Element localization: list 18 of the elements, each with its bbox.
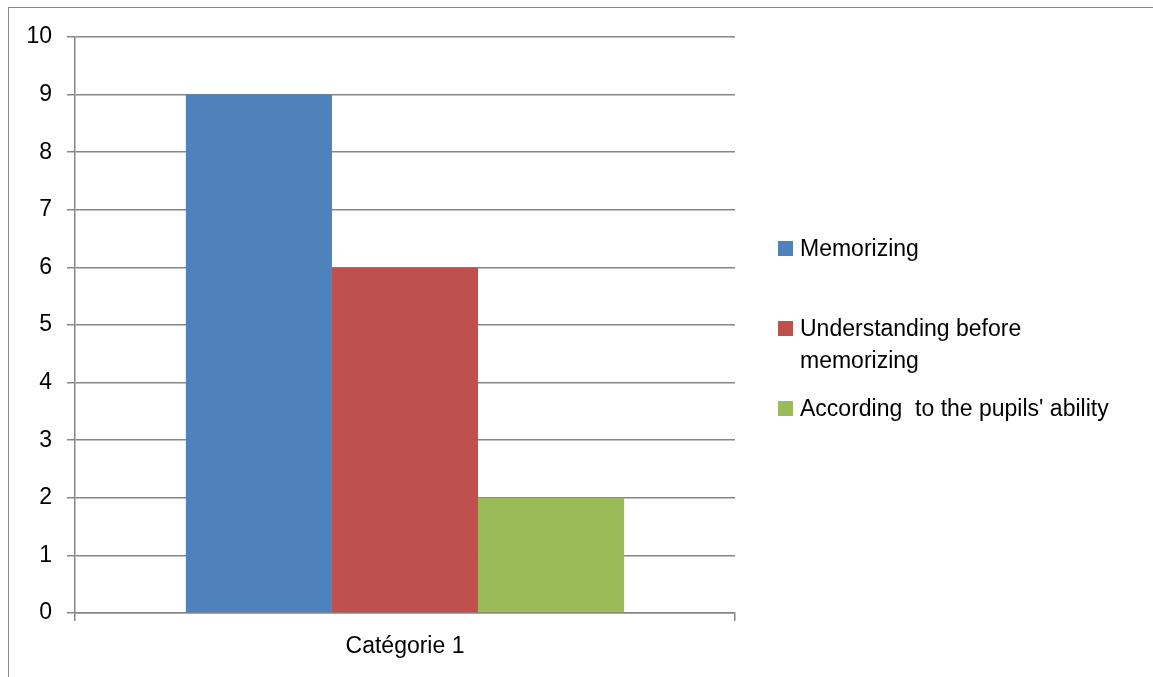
y-tick-label: 7 — [39, 195, 52, 222]
y-tick-label: 4 — [39, 367, 53, 394]
legend-label: Understanding before memorizing — [800, 314, 1023, 375]
legend-label: Memorizing — [800, 234, 920, 263]
y-tick-label: 2 — [39, 483, 52, 510]
y-tick-label: 9 — [39, 79, 52, 106]
y-tick-label: 10 — [26, 22, 52, 49]
y-tick-label: 3 — [39, 425, 52, 452]
legend-label: According to the pupils' ability — [800, 394, 1110, 423]
y-tick-label: 8 — [39, 137, 52, 164]
y-tick-label: 0 — [39, 598, 52, 625]
y-tick-label: 6 — [39, 252, 52, 279]
bar — [185, 94, 332, 613]
y-tick-label: 5 — [39, 310, 52, 337]
bar — [331, 267, 479, 613]
x-tick-label: Catégorie 1 — [345, 632, 465, 659]
bar — [478, 497, 625, 613]
y-tick-label: 1 — [39, 540, 52, 567]
